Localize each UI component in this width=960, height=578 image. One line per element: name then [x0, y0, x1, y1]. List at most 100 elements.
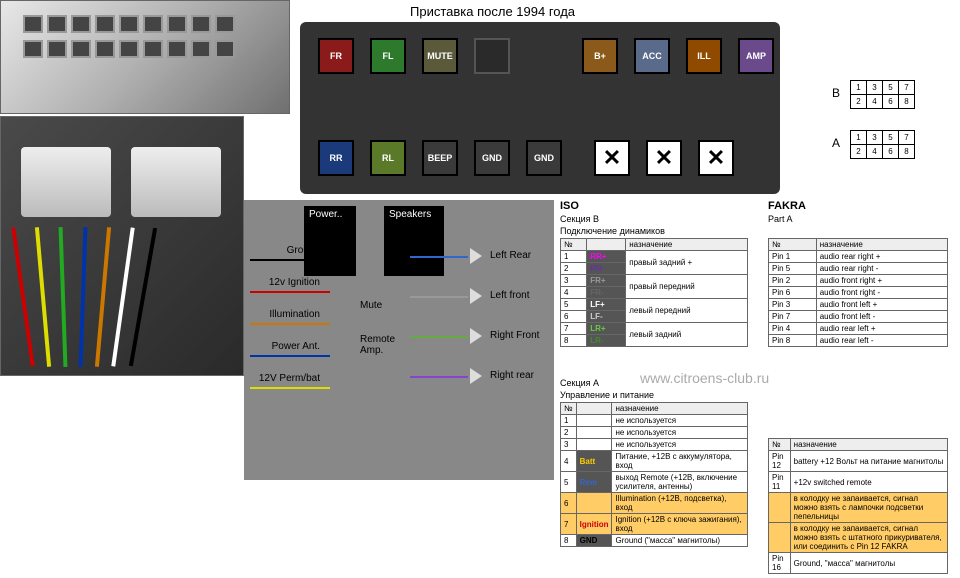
table-cell: Pin 4 [769, 323, 817, 335]
table-cell: RR+ [587, 251, 626, 263]
connector-pin: RL [370, 140, 406, 176]
connector-pin: ✕ [594, 140, 630, 176]
wire-label: Illumination [250, 309, 320, 320]
table-header: назначение [816, 239, 947, 251]
connector-pin: ✕ [698, 140, 734, 176]
table-cell: Pin 7 [769, 311, 817, 323]
iso-a-subtitle: Управление и питание [560, 390, 654, 400]
connector-pin: ACC [634, 38, 670, 74]
table-cell [769, 493, 791, 523]
table-cell: LR- [587, 335, 626, 347]
wire-mid-label: Mute [360, 300, 410, 311]
speaker-icon [470, 288, 482, 304]
connector-pin: RR [318, 140, 354, 176]
table-cell: audio front left - [816, 311, 947, 323]
mini-pin: 4 [867, 95, 883, 109]
table-cell: 1 [561, 415, 577, 427]
table-header: № [769, 239, 817, 251]
mini-pin: 4 [867, 145, 883, 159]
mini-pin: 8 [899, 95, 915, 109]
table-cell: FR- [587, 287, 626, 299]
wire-line [250, 259, 330, 261]
table-cell: audio rear right - [816, 263, 947, 275]
mini-pin: 6 [883, 145, 899, 159]
table-header: назначение [612, 403, 748, 415]
iso-a-right-table: №назначениеPin 12battery +12 Вольт на пи… [768, 438, 948, 574]
table-cell: audio rear left + [816, 323, 947, 335]
table-cell: Pin 1 [769, 251, 817, 263]
table-cell: 3 [561, 439, 577, 451]
table-cell: 3 [561, 275, 587, 287]
table-cell: левый передний [626, 299, 748, 323]
table-cell: Pin 2 [769, 275, 817, 287]
fakra-a-table: №назначениеPin 1audio rear right +Pin 5a… [768, 238, 948, 347]
power-box: Power.. [304, 206, 356, 276]
table-cell: не используется [612, 439, 748, 451]
fakra-section: Part A [768, 214, 793, 224]
mini-b-label: B [832, 86, 840, 100]
table-cell: LF+ [587, 299, 626, 311]
wire-label: 12v Ignition [250, 277, 320, 288]
table-header [576, 403, 612, 415]
mini-pin: 2 [851, 145, 867, 159]
mini-pin: 5 [883, 131, 899, 145]
connector-pin: MUTE [422, 38, 458, 74]
mini-pin: 1 [851, 131, 867, 145]
speakers-box: Speakers [384, 206, 444, 276]
table-cell: 1 [561, 251, 587, 263]
table-header [587, 239, 626, 251]
mini-pin: 2 [851, 95, 867, 109]
table-cell: LR+ [587, 323, 626, 335]
table-cell [576, 439, 612, 451]
speaker-label: Left Rear [490, 250, 531, 261]
table-cell: RR- [587, 263, 626, 275]
connector-pin: ILL [686, 38, 722, 74]
table-cell: Pin 11 [769, 472, 791, 493]
speakers-box-label: Speakers [389, 209, 431, 220]
mini-pin: 3 [867, 81, 883, 95]
table-cell: LF- [587, 311, 626, 323]
connector-pin [474, 38, 510, 74]
wire-line [250, 291, 330, 293]
connector-pin: B+ [582, 38, 618, 74]
speaker-icon [470, 248, 482, 264]
mini-connector-a: A 13572468 [850, 130, 915, 159]
speaker-label: Left front [490, 290, 529, 301]
table-cell: Batt [576, 451, 612, 472]
table-cell: 2 [561, 263, 587, 275]
iso-b-subtitle: Подключение динамиков [560, 226, 665, 236]
watermark: www.citroens-club.ru [640, 370, 769, 386]
page-title: Приставка после 1994 года [410, 4, 575, 19]
table-cell: Rem [576, 472, 612, 493]
iso-a-table: №назначение1не используется2не используе… [560, 402, 748, 547]
connector-pin: GND [526, 140, 562, 176]
iso-a-section: Секция A [560, 378, 599, 388]
table-cell: FR+ [587, 275, 626, 287]
table-cell: 2 [561, 427, 577, 439]
table-cell: 4 [561, 287, 587, 299]
wire-line [250, 355, 330, 357]
mini-a-label: A [832, 136, 840, 150]
table-header: № [561, 403, 577, 415]
power-box-label: Power.. [309, 209, 342, 220]
table-header: № [769, 439, 791, 451]
table-cell: выход Remote (+12В, включение усилителя,… [612, 472, 748, 493]
mini-pin: 7 [899, 131, 915, 145]
table-cell: Питание, +12В с аккумулятора, вход [612, 451, 748, 472]
table-cell: 6 [561, 311, 587, 323]
fakra-header: FAKRA [768, 200, 806, 212]
table-cell: левый задний [626, 323, 748, 347]
mini-pin: 1 [851, 81, 867, 95]
connector-pin: GND [474, 140, 510, 176]
photo-connector-top [0, 0, 290, 114]
table-cell: правый задний + [626, 251, 748, 275]
connector-pin: FL [370, 38, 406, 74]
table-cell: audio rear left - [816, 335, 947, 347]
table-cell: Pin 3 [769, 299, 817, 311]
speaker-label: Right rear [490, 370, 534, 381]
table-cell [769, 523, 791, 553]
mini-pin: 8 [899, 145, 915, 159]
table-header: назначение [790, 439, 947, 451]
table-cell: Pin 12 [769, 451, 791, 472]
speaker-wire [410, 296, 468, 298]
